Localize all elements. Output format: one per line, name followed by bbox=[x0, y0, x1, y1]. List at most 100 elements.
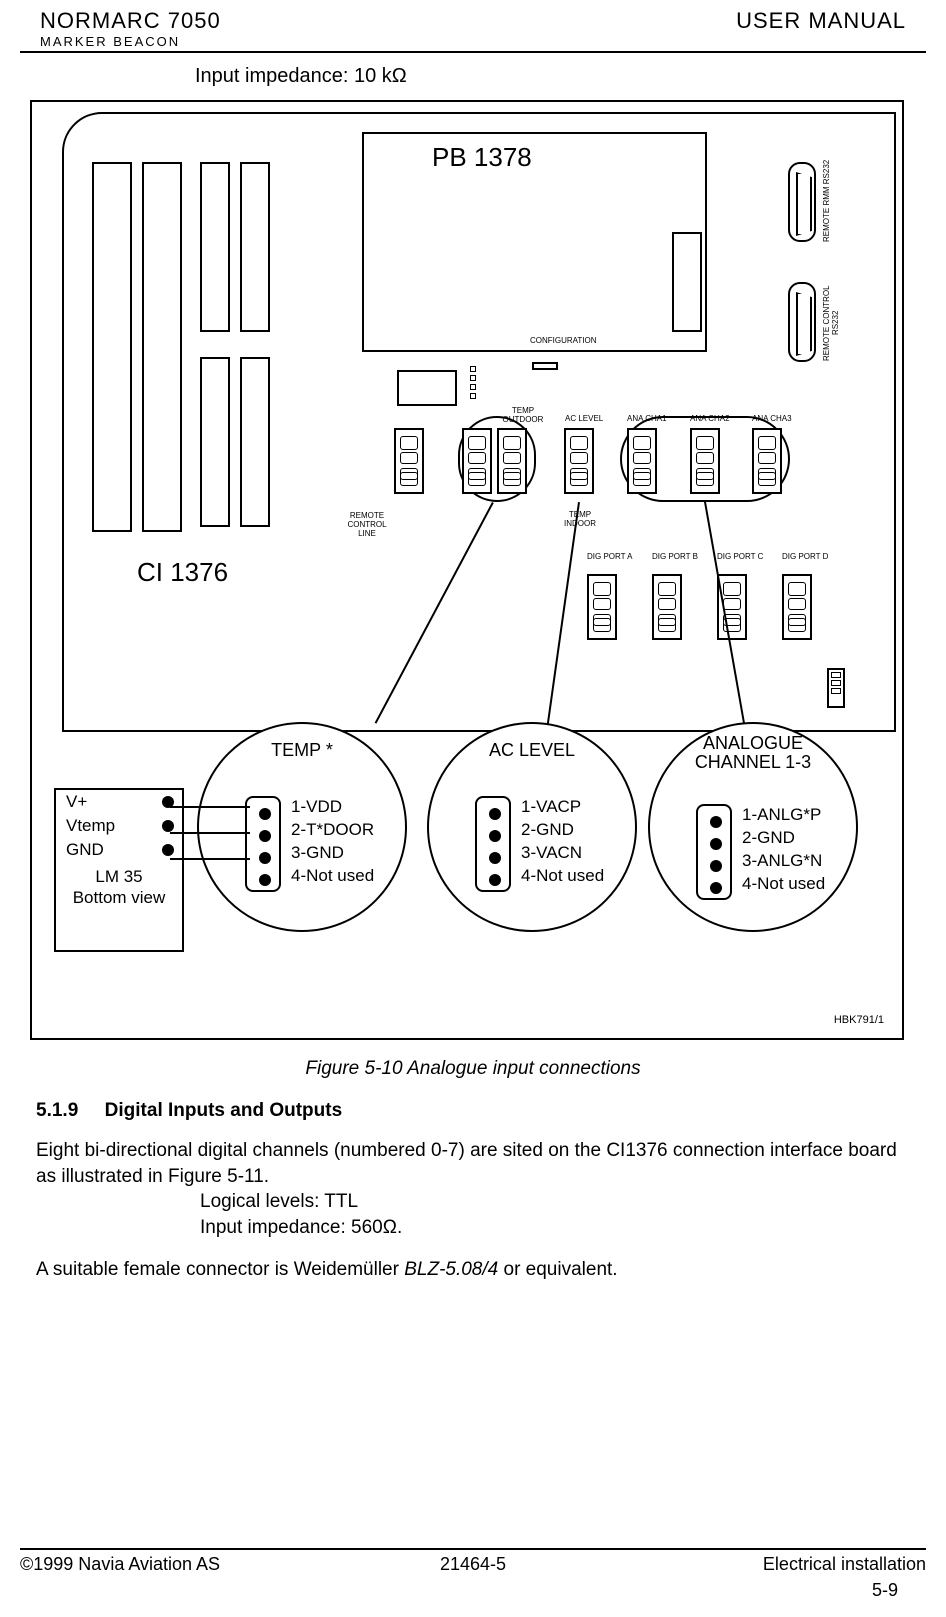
lm35-gnd: GND bbox=[66, 840, 104, 860]
remote-rmm-label: REMOTE RMM RS232 bbox=[822, 156, 831, 246]
aclevel-pin-4: 4-Not used bbox=[521, 865, 604, 888]
dig-port-a-label: DIG PORT A bbox=[587, 552, 633, 561]
page-footer: ©1999 Navia Aviation AS 21464-5 Electric… bbox=[20, 1548, 926, 1575]
remote-control-label: REMOTE CONTROL RS232 bbox=[822, 278, 840, 368]
section-heading: 5.1.9 Digital Inputs and Outputs bbox=[36, 1100, 910, 1122]
aclevel-bubble: AC LEVEL 1-VACP 2-GND 3-VACN 4-Not used bbox=[427, 722, 637, 932]
paragraph-3: Input impedance: 560Ω. bbox=[200, 1215, 910, 1241]
temp-pin-3: 3-GND bbox=[291, 842, 374, 865]
aclevel-pinlist: 1-VACP 2-GND 3-VACN 4-Not used bbox=[521, 796, 604, 888]
temp-pinlist: 1-VDD 2-T*DOOR 3-GND 4-Not used bbox=[291, 796, 374, 888]
para4-a: A suitable female connector is Weidemüll… bbox=[36, 1259, 404, 1280]
section-num: 5.1.9 bbox=[36, 1100, 78, 1121]
clip-dig-d bbox=[782, 574, 812, 640]
wire-2 bbox=[170, 832, 250, 834]
footer-mid: 21464-5 bbox=[322, 1554, 624, 1575]
header-slot-3b bbox=[200, 357, 230, 527]
paragraph-1: Eight bi-directional digital channels (n… bbox=[36, 1138, 910, 1189]
wire-3 bbox=[170, 858, 250, 860]
lm35-name: LM 35 bbox=[56, 866, 182, 887]
ci-1376-label: CI 1376 bbox=[137, 557, 228, 588]
temp-pin-1: 1-VDD bbox=[291, 796, 374, 819]
paragraph-2: Logical levels: TTL bbox=[200, 1189, 910, 1215]
remote-control-line-label: REMOTE CONTROL LINE bbox=[342, 512, 392, 538]
header-left: NORMARC 7050 MARKER BEACON bbox=[40, 8, 221, 49]
footer-right-text: Electrical installation bbox=[763, 1554, 926, 1574]
figure-caption: Figure 5-10 Analogue input connections bbox=[0, 1058, 946, 1080]
clip-dig-b bbox=[652, 574, 682, 640]
ana-pinlist: 1-ANLG*P 2-GND 3-ANLG*N 4-Not used bbox=[742, 804, 825, 896]
clip-temp-in bbox=[497, 428, 527, 494]
tiny-component bbox=[532, 362, 558, 370]
product-name: NORMARC 7050 bbox=[40, 8, 221, 34]
ana-bubble-title: ANALOGUE CHANNEL 1-3 bbox=[650, 734, 856, 772]
aclevel-pin-2: 2-GND bbox=[521, 819, 604, 842]
pb-sub-2 bbox=[672, 232, 702, 332]
temp-bubble-title: TEMP * bbox=[199, 740, 405, 761]
small-block bbox=[827, 668, 845, 708]
paragraph-4: A suitable female connector is Weidemüll… bbox=[36, 1257, 910, 1283]
clip-ana3 bbox=[752, 428, 782, 494]
lm35-dot-2 bbox=[162, 820, 174, 832]
lm35-box: V+ Vtemp GND LM 35 Bottom view bbox=[54, 788, 184, 952]
header-slot-4b bbox=[240, 357, 270, 527]
ana-bubble-title-l2: CHANNEL 1-3 bbox=[695, 752, 811, 772]
small-module bbox=[397, 370, 457, 406]
header-slot-2 bbox=[142, 162, 182, 532]
temp-bubble: TEMP * 1-VDD 2-T*DOOR 3-GND 4-Not used bbox=[197, 722, 407, 932]
clip-ac-level bbox=[564, 428, 594, 494]
header-slot-4a bbox=[240, 162, 270, 332]
lm35-view: Bottom view bbox=[56, 887, 182, 908]
footer-left: ©1999 Navia Aviation AS bbox=[20, 1554, 322, 1575]
clip-ana2 bbox=[690, 428, 720, 494]
ana-pin-1: 1-ANLG*P bbox=[742, 804, 825, 827]
configuration-label: CONFIGURATION bbox=[530, 336, 597, 345]
pb-1378-label: PB 1378 bbox=[432, 142, 532, 173]
doc-type: USER MANUAL bbox=[736, 8, 906, 34]
dig-port-b-label: DIG PORT B bbox=[652, 552, 698, 561]
clip-dig-a bbox=[587, 574, 617, 640]
footer-right: Electrical installation 5-9 bbox=[624, 1554, 926, 1575]
config-pins bbox=[470, 366, 476, 408]
aclevel-pin-3: 3-VACN bbox=[521, 842, 604, 865]
ana-bubble: ANALOGUE CHANNEL 1-3 1-ANLG*P 2-GND 3-AN… bbox=[648, 722, 858, 932]
clip-rcl bbox=[394, 428, 424, 494]
aclevel-connector-block bbox=[475, 796, 511, 892]
header-right: USER MANUAL bbox=[736, 8, 906, 34]
ac-level-label: AC LEVEL bbox=[565, 414, 603, 423]
remote-rmm-connector bbox=[788, 162, 816, 242]
aclevel-bubble-title: AC LEVEL bbox=[429, 740, 635, 761]
aclevel-pin-1: 1-VACP bbox=[521, 796, 604, 819]
clip-ana1 bbox=[627, 428, 657, 494]
temp-indoor-label: TEMP INDOOR bbox=[560, 510, 600, 528]
page-header: NORMARC 7050 MARKER BEACON USER MANUAL bbox=[20, 0, 926, 53]
temp-pin-4: 4-Not used bbox=[291, 865, 374, 888]
para4-c: or equivalent. bbox=[498, 1259, 617, 1280]
ana-pin-3: 3-ANLG*N bbox=[742, 850, 825, 873]
wire-1 bbox=[170, 806, 250, 808]
dig-port-c-label: DIG PORT C bbox=[717, 552, 763, 561]
dig-port-d-label: DIG PORT D bbox=[782, 552, 828, 561]
page-number: 5-9 bbox=[872, 1580, 898, 1601]
diagram-frame: PB 1378 REMOTE RMM RS232 REMOTE CONTROL … bbox=[30, 100, 904, 1040]
clip-dig-c bbox=[717, 574, 747, 640]
pb-1378-box bbox=[362, 132, 707, 352]
header-slot-1 bbox=[92, 162, 132, 532]
remote-control-connector bbox=[788, 282, 816, 362]
ana-bubble-title-l1: ANALOGUE bbox=[703, 733, 803, 753]
input-impedance-text: Input impedance: 10 kΩ bbox=[195, 65, 946, 88]
lm35-dot-3 bbox=[162, 844, 174, 856]
temp-connector-block bbox=[245, 796, 281, 892]
temp-pin-2: 2-T*DOOR bbox=[291, 819, 374, 842]
ana-pin-2: 2-GND bbox=[742, 827, 825, 850]
clip-temp-out bbox=[462, 428, 492, 494]
ana-connector-block bbox=[696, 804, 732, 900]
lm35-vtemp: Vtemp bbox=[66, 816, 115, 836]
section-title: Digital Inputs and Outputs bbox=[105, 1100, 342, 1121]
header-slot-3a bbox=[200, 162, 230, 332]
product-subtitle: MARKER BEACON bbox=[40, 34, 221, 49]
lm35-vplus: V+ bbox=[66, 792, 87, 812]
para4-b: BLZ-5.08/4 bbox=[404, 1259, 498, 1280]
drawing-number: HBK791/1 bbox=[834, 1014, 884, 1026]
ana-pin-4: 4-Not used bbox=[742, 873, 825, 896]
